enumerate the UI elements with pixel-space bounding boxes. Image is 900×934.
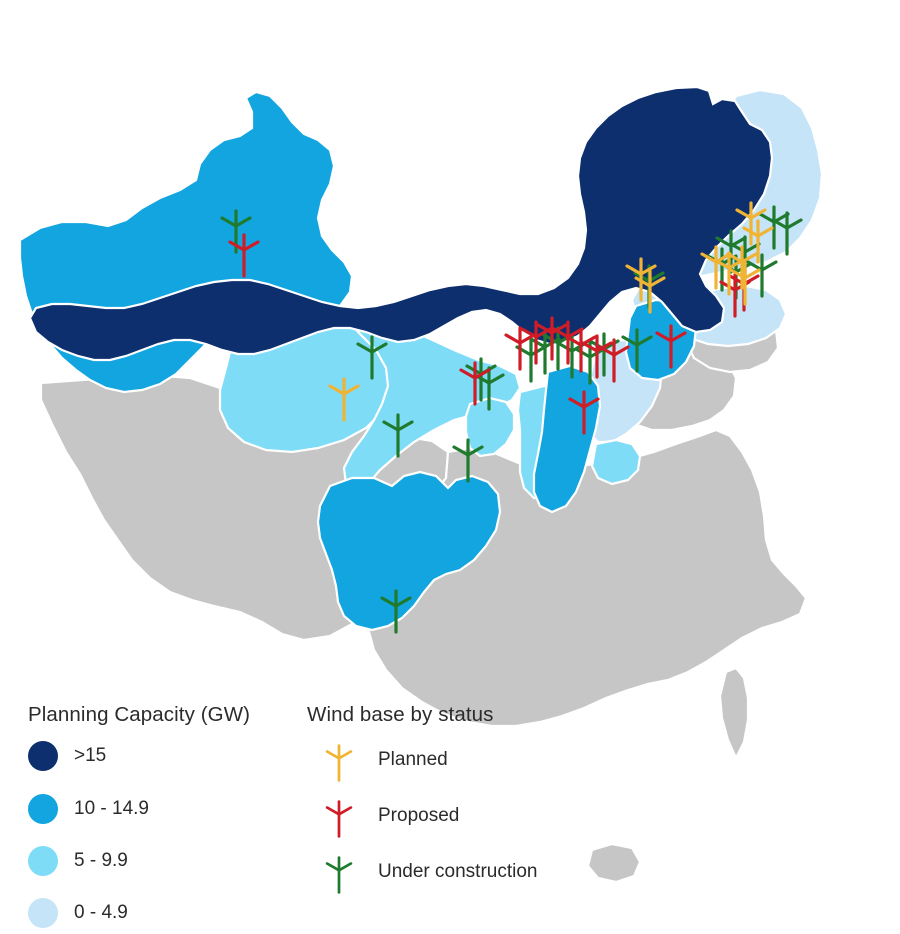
wind-turbine-icon xyxy=(325,800,353,838)
legend-status-title: Wind base by status xyxy=(307,703,494,726)
legend-capacity-item-0-4_9[interactable]: 0 - 4.9 xyxy=(28,898,128,928)
legend-status-item-under-construction[interactable]: Under construction xyxy=(322,850,537,894)
legend-label-5-9_9: 5 - 9.9 xyxy=(74,850,128,871)
region-inner-mongolia xyxy=(28,85,774,362)
legend-status-item-proposed[interactable]: Proposed xyxy=(322,794,459,838)
wind-turbine-icon xyxy=(325,744,353,782)
legend-capacity-title: Planning Capacity (GW) xyxy=(28,703,251,726)
legend-capacity-item-10-14_9[interactable]: 10 - 14.9 xyxy=(28,794,149,824)
legend-swatch-0-4_9 xyxy=(28,898,58,928)
legend-swatch-5-9_9 xyxy=(28,846,58,876)
regions-class-over-15 xyxy=(28,85,774,362)
region-gansu xyxy=(337,310,522,494)
legend-status-item-planned[interactable]: Planned xyxy=(322,738,448,782)
legend-label-planned: Planned xyxy=(378,749,448,770)
region-hainan xyxy=(586,842,642,884)
region-taiwan xyxy=(718,666,750,761)
region-ningxia xyxy=(464,396,516,458)
legend-label-0-4_9: 0 - 4.9 xyxy=(74,902,128,923)
legend-capacity-item-gt15[interactable]: >15 xyxy=(28,741,106,771)
legend-label-gt15: >15 xyxy=(74,745,107,766)
legend-label-under-construction: Under construction xyxy=(378,861,538,882)
legend-swatch-10-14_9 xyxy=(28,794,58,824)
legend-label-proposed: Proposed xyxy=(378,805,460,826)
region-hebei-south xyxy=(590,438,642,486)
legend-label-10-14_9: 10 - 14.9 xyxy=(74,798,149,819)
wind-turbine-icon xyxy=(325,856,353,894)
legend-swatch-gt15 xyxy=(28,741,58,771)
region-sichuan xyxy=(316,470,502,632)
legend-capacity-item-5-9_9[interactable]: 5 - 9.9 xyxy=(28,846,128,876)
